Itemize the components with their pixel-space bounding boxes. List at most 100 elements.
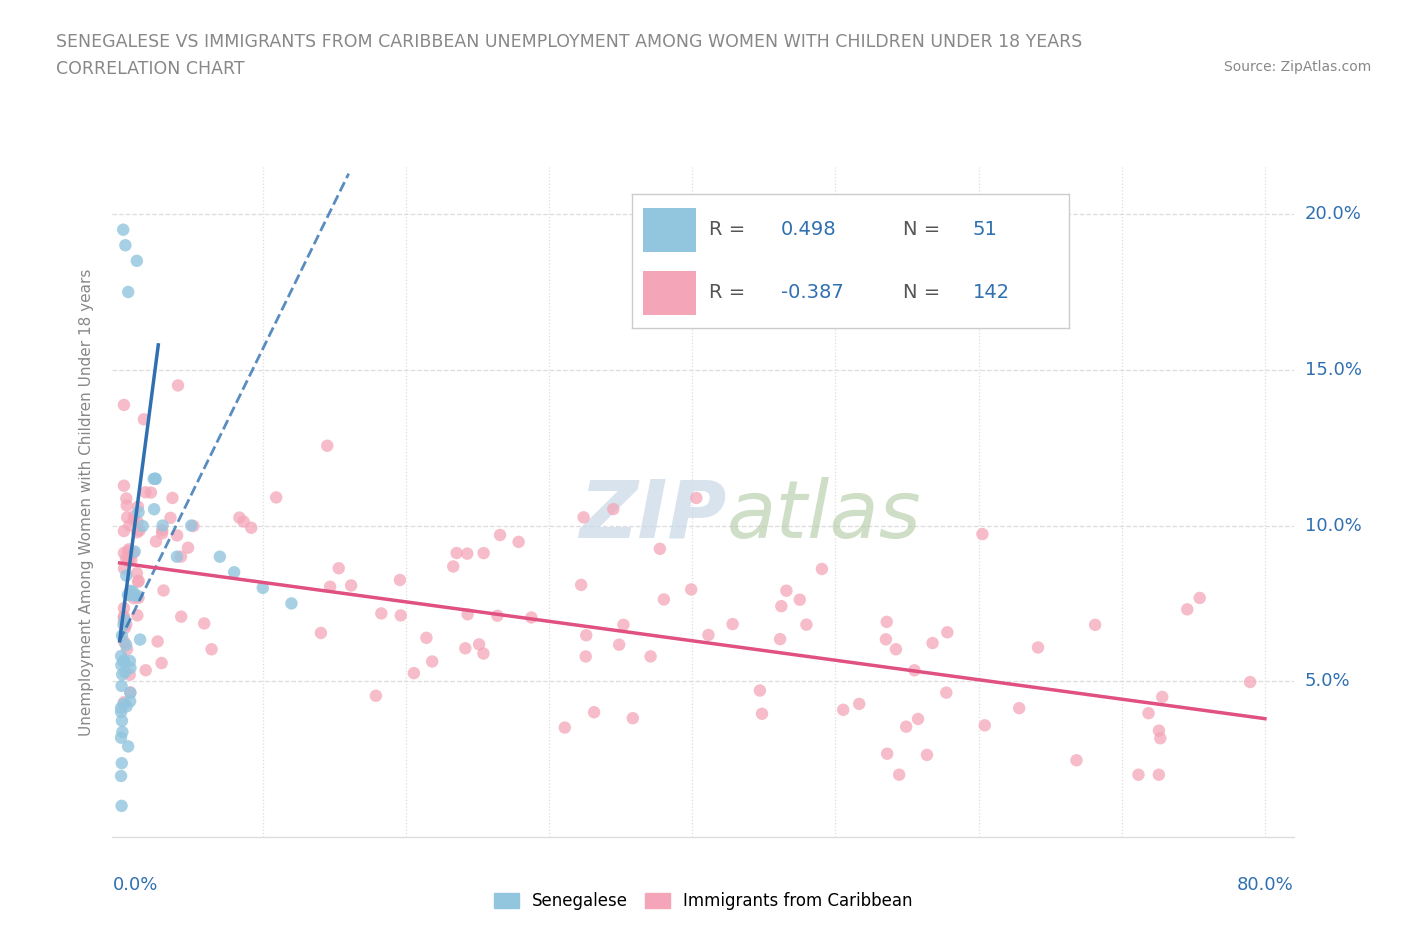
Point xyxy=(402,666,425,681)
Point xyxy=(508,535,530,550)
Text: atlas: atlas xyxy=(727,476,921,554)
Point xyxy=(118,668,141,683)
Text: 80.0%: 80.0% xyxy=(1237,876,1294,894)
Point xyxy=(1026,640,1049,655)
Point xyxy=(472,646,495,661)
Point xyxy=(621,711,644,725)
Point xyxy=(569,578,592,592)
Point xyxy=(120,583,142,598)
Point xyxy=(456,546,478,561)
Bar xyxy=(643,207,696,252)
Point xyxy=(159,511,181,525)
Point xyxy=(252,580,274,595)
Text: 0.498: 0.498 xyxy=(780,220,837,239)
Point xyxy=(117,553,139,568)
Point xyxy=(446,546,468,561)
Point xyxy=(228,511,250,525)
Point xyxy=(120,684,142,699)
Point xyxy=(112,653,135,668)
Point xyxy=(583,705,606,720)
Point xyxy=(112,695,135,710)
Point xyxy=(389,608,412,623)
Point xyxy=(112,524,135,538)
Point xyxy=(751,707,773,722)
Text: Source: ZipAtlas.com: Source: ZipAtlas.com xyxy=(1223,60,1371,74)
Point xyxy=(936,625,959,640)
Point xyxy=(110,700,132,715)
Point xyxy=(1152,689,1174,704)
Point xyxy=(127,525,149,539)
Point xyxy=(122,588,145,603)
Point xyxy=(415,631,437,645)
Point xyxy=(110,768,132,783)
Point xyxy=(131,519,153,534)
Point xyxy=(115,498,138,513)
Point xyxy=(486,608,509,623)
Text: 51: 51 xyxy=(973,220,998,239)
Point xyxy=(114,620,136,635)
Point xyxy=(118,588,141,603)
Point xyxy=(280,596,302,611)
Point xyxy=(575,628,598,643)
Point xyxy=(146,634,169,649)
Point xyxy=(129,632,152,647)
Point xyxy=(554,720,576,735)
Point xyxy=(1147,724,1170,738)
Point xyxy=(162,490,184,505)
Point xyxy=(607,637,630,652)
Point xyxy=(118,542,141,557)
Point xyxy=(145,472,167,486)
Point xyxy=(167,378,190,392)
Text: SENEGALESE VS IMMIGRANTS FROM CARIBBEAN UNEMPLOYMENT AMONG WOMEN WITH CHILDREN U: SENEGALESE VS IMMIGRANTS FROM CARIBBEAN … xyxy=(56,33,1083,50)
Point xyxy=(1137,706,1160,721)
Point xyxy=(114,665,136,680)
Point xyxy=(112,634,135,649)
Point xyxy=(1175,602,1198,617)
Point xyxy=(1084,618,1107,632)
Point xyxy=(520,610,543,625)
Point xyxy=(388,573,411,588)
Point xyxy=(193,616,215,631)
Point xyxy=(127,588,149,603)
Point xyxy=(224,565,246,579)
Point xyxy=(115,637,138,652)
Point xyxy=(364,688,387,703)
Point xyxy=(112,697,135,711)
Point xyxy=(127,591,149,605)
Point xyxy=(127,514,149,529)
Point xyxy=(915,748,938,763)
Point xyxy=(170,550,193,565)
Point xyxy=(122,591,145,605)
Point xyxy=(848,697,870,711)
Point xyxy=(117,588,139,603)
Point xyxy=(166,550,188,565)
Point xyxy=(973,718,995,733)
Point xyxy=(124,544,146,559)
Point xyxy=(640,649,662,664)
Point xyxy=(121,584,143,599)
Point xyxy=(128,574,150,589)
Text: R =: R = xyxy=(709,283,745,302)
Point xyxy=(340,578,363,593)
Point xyxy=(183,519,205,534)
Point xyxy=(127,608,149,623)
Point xyxy=(134,485,156,499)
Point xyxy=(117,552,139,567)
Point xyxy=(875,631,897,646)
Point xyxy=(111,724,134,739)
Point xyxy=(789,592,811,607)
Point xyxy=(775,583,797,598)
Point xyxy=(143,502,166,517)
Point xyxy=(370,606,392,621)
Point xyxy=(112,614,135,629)
Point xyxy=(112,222,135,237)
Point xyxy=(319,579,342,594)
Point xyxy=(575,649,598,664)
Point xyxy=(152,518,174,533)
Point xyxy=(122,546,145,561)
Point xyxy=(111,756,134,771)
Point xyxy=(770,599,793,614)
Y-axis label: Unemployment Among Women with Children Under 18 years: Unemployment Among Women with Children U… xyxy=(79,269,94,736)
Point xyxy=(811,562,834,577)
Text: N =: N = xyxy=(903,283,941,302)
